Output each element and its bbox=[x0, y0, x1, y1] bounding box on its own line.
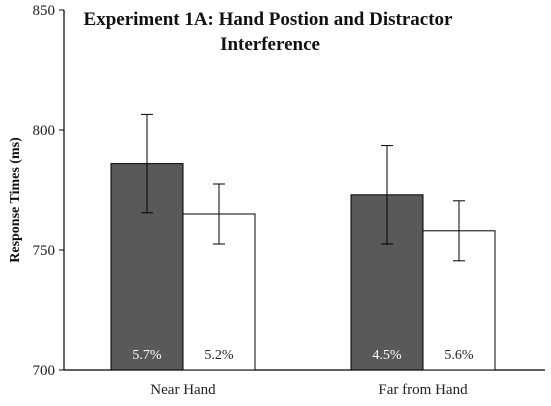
y-axis-label: Response Times (ms) bbox=[8, 137, 23, 263]
labels: Near Hand 5.7% 5.2% Far from Hand 4.5% 5.6% bbox=[132, 348, 474, 398]
x-category-label: Far from Hand bbox=[378, 382, 468, 398]
bar-value-label: 4.5% bbox=[372, 348, 402, 363]
y-tick-label: 850 bbox=[33, 3, 56, 19]
bars bbox=[110, 163, 496, 371]
chart-title-line-1: Experiment 1A: Hand Postion and Distract… bbox=[84, 9, 453, 30]
error-bars bbox=[141, 113, 465, 262]
y-tick-label: 800 bbox=[33, 123, 56, 139]
bar-value-label: 5.6% bbox=[444, 348, 474, 363]
y-tick-label: 750 bbox=[33, 243, 56, 259]
chart-title-line-2: Interference bbox=[220, 34, 320, 55]
x-category-label: Near Hand bbox=[150, 382, 216, 398]
y-tick-label: 700 bbox=[33, 363, 56, 379]
bar-value-label: 5.2% bbox=[204, 348, 234, 363]
bar-value-label: 5.7% bbox=[132, 348, 162, 363]
